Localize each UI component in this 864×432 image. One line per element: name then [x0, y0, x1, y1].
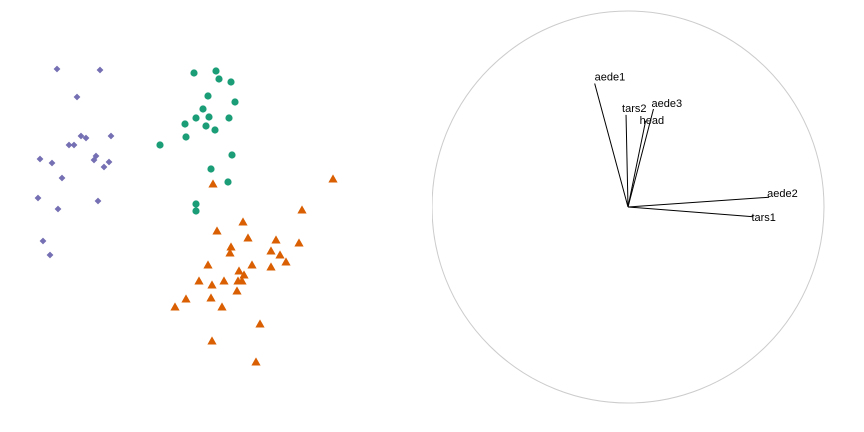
- point-triangle-2-11: [275, 250, 285, 259]
- point-diamond-0-4: [77, 132, 85, 140]
- point-triangle-2-16: [266, 262, 276, 271]
- point-circle-1-7: [192, 114, 200, 122]
- label-tars2: tars2: [622, 103, 646, 115]
- point-triangle-2-27: [170, 302, 180, 311]
- point-triangle-2-28: [255, 319, 265, 328]
- point-circle-1-17: [224, 178, 232, 186]
- label-aede3: aede3: [651, 98, 682, 110]
- point-triangle-2-4: [212, 226, 222, 235]
- point-diamond-0-18: [39, 237, 47, 245]
- point-triangle-2-25: [181, 294, 191, 303]
- point-triangle-2-30: [251, 357, 261, 366]
- arrow-head: [627, 120, 647, 208]
- point-triangle-2-15: [234, 266, 244, 275]
- point-diamond-0-6: [65, 141, 73, 149]
- arrow-aede3: [627, 108, 654, 208]
- point-triangle-2-17: [239, 270, 249, 279]
- point-circle-1-10: [181, 120, 189, 128]
- point-circle-1-1: [212, 67, 220, 75]
- point-circle-1-16: [207, 165, 215, 173]
- point-triangle-2-21: [194, 276, 204, 285]
- point-diamond-0-5: [82, 134, 90, 142]
- point-circle-1-3: [227, 78, 235, 86]
- point-circle-1-18: [192, 200, 200, 208]
- point-triangle-2-10: [225, 248, 235, 257]
- point-diamond-0-2: [73, 93, 81, 101]
- point-triangle-2-26: [217, 302, 227, 311]
- point-triangle-2-12: [281, 257, 291, 266]
- point-circle-1-4: [204, 92, 212, 100]
- point-triangle-2-7: [294, 238, 304, 247]
- point-circle-1-8: [205, 113, 213, 121]
- point-triangle-2-8: [226, 242, 236, 251]
- variable-arrows: aede1 tars2 aede3 head aede2 tars1: [594, 72, 798, 224]
- point-circle-1-6: [199, 105, 207, 113]
- variables-correlation-circle: aede1 tars2 aede3 head aede2 tars1: [432, 10, 825, 404]
- point-circle-1-14: [156, 141, 164, 149]
- point-circle-1-13: [182, 133, 190, 141]
- point-diamond-0-14: [58, 174, 66, 182]
- label-aede1: aede1: [595, 72, 626, 84]
- point-triangle-2-5: [243, 233, 253, 242]
- point-triangle-2-19: [233, 276, 243, 285]
- point-triangle-2-24: [206, 293, 216, 302]
- arrow-aede1: [594, 83, 629, 208]
- point-circle-1-12: [211, 126, 219, 134]
- arrow-tars2: [625, 114, 629, 208]
- point-diamond-0-11: [105, 158, 113, 166]
- point-diamond-0-13: [100, 163, 108, 171]
- point-diamond-0-15: [34, 194, 42, 202]
- point-triangle-2-20: [219, 276, 229, 285]
- point-diamond-0-17: [54, 205, 62, 213]
- point-circle-1-2: [215, 75, 223, 83]
- point-diamond-0-9: [36, 155, 44, 163]
- point-circle-1-9: [225, 114, 233, 122]
- point-diamond-0-10: [90, 156, 98, 164]
- label-tars1: tars1: [751, 212, 775, 224]
- point-triangle-2-29: [207, 336, 217, 345]
- point-triangle-2-23: [232, 286, 242, 295]
- individuals-scatter-plot: [34, 65, 338, 366]
- point-diamond-0-7: [70, 141, 78, 149]
- scatter-points: [34, 65, 338, 366]
- point-diamond-0-12: [48, 159, 56, 167]
- point-diamond-0-19: [46, 251, 54, 259]
- arrow-tars1: [627, 206, 754, 218]
- point-triangle-2-22: [207, 280, 217, 289]
- label-aede2: aede2: [767, 188, 798, 200]
- point-circle-1-0: [190, 69, 198, 77]
- point-diamond-0-0: [53, 65, 61, 73]
- point-triangle-2-13: [247, 260, 257, 269]
- point-circle-1-15: [228, 151, 236, 159]
- point-triangle-2-9: [266, 246, 276, 255]
- point-triangle-2-2: [297, 205, 307, 214]
- point-diamond-0-1: [96, 66, 104, 74]
- point-diamond-0-16: [94, 197, 102, 205]
- unit-circle: [432, 10, 825, 404]
- label-head: head: [640, 115, 664, 127]
- point-circle-1-11: [202, 122, 210, 130]
- point-circle-1-19: [192, 207, 200, 215]
- arrow-aede2: [627, 196, 770, 208]
- point-triangle-2-14: [203, 260, 213, 269]
- point-triangle-2-0: [328, 174, 338, 183]
- point-triangle-2-3: [238, 217, 248, 226]
- point-triangle-2-6: [271, 235, 281, 244]
- point-diamond-0-3: [107, 132, 115, 140]
- point-triangle-2-1: [208, 179, 218, 188]
- point-circle-1-5: [231, 98, 239, 106]
